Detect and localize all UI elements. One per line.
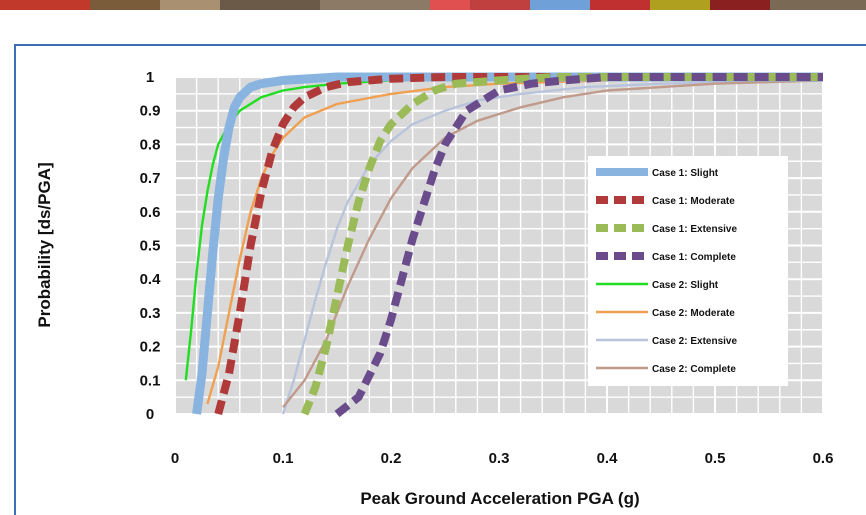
legend-label: Case 1: Moderate [652, 196, 735, 207]
y-tick-label: 1 [146, 69, 154, 86]
y-tick-label: 0.6 [140, 204, 161, 221]
legend-label: Case 2: Complete [652, 364, 736, 375]
x-axis-title: Peak Ground Acceleration PGA (g) [360, 489, 639, 508]
legend-box [588, 156, 788, 386]
legend: Case 1: Slight Case 1: Moderate Case 1: Ex… [588, 156, 788, 386]
x-tick-label: 0 [171, 450, 179, 467]
y-tick-label: 0.3 [140, 305, 161, 322]
y-tick-label: 0.2 [140, 339, 161, 356]
curve-case-1-moderate [214, 73, 823, 416]
curve-case-1-complete [334, 73, 823, 418]
y-axis-title: Probability [ds/PGA] [35, 162, 54, 327]
curve-case-1-extensive [300, 73, 823, 416]
y-tick-label: 0.8 [140, 136, 161, 153]
x-tick-label: 0.4 [597, 450, 619, 467]
legend-label: Case 2: Moderate [652, 308, 735, 319]
legend-label: Case 2: Extensive [652, 336, 737, 347]
x-tick-label: 0.1 [273, 450, 294, 467]
y-tick-label: 0.9 [140, 103, 161, 120]
top-image-strip-graphic [0, 0, 866, 10]
x-tick-label: 0.3 [489, 450, 510, 467]
y-tick-label: 0 [146, 406, 154, 423]
y-tick-label: 0.4 [140, 271, 162, 288]
y-tick-label: 0.7 [140, 170, 161, 187]
y-tick-label: 0.5 [140, 238, 161, 255]
x-tick-label: 0.5 [705, 450, 726, 467]
legend-label: Case 1: Slight [652, 168, 719, 179]
x-tick-label: 0.2 [381, 450, 402, 467]
legend-label: Case 1: Extensive [652, 224, 737, 235]
x-tick-labels: 0 0.1 0.2 0.3 0.4 0.5 0.6 [171, 450, 834, 467]
x-tick-label: 0.6 [813, 450, 834, 467]
legend-label: Case 1: Complete [652, 252, 736, 263]
curve-case-1-slight [192, 72, 823, 415]
y-tick-labels: 0 0.1 0.2 0.3 0.4 0.5 0.6 0.7 0.8 0.9 1 [140, 69, 162, 423]
legend-label: Case 2: Slight [652, 280, 719, 291]
top-image-strip [0, 0, 866, 10]
curve-case-2-extensive [281, 79, 824, 415]
curves [184, 72, 824, 418]
y-tick-label: 0.1 [140, 372, 161, 389]
